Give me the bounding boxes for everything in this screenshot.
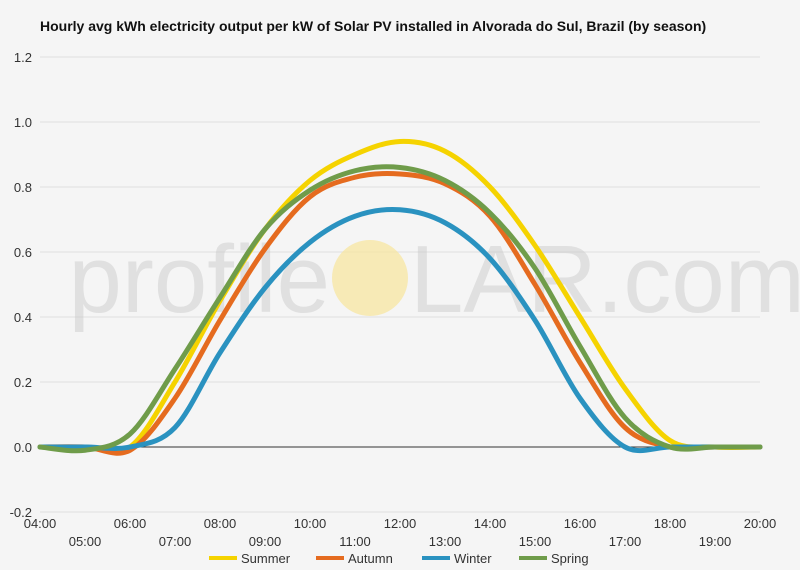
- x-tick-label: 05:00: [69, 534, 102, 549]
- y-tick-label: 0.4: [14, 310, 32, 325]
- y-tick-label: 1.2: [14, 50, 32, 65]
- series-line-summer: [37, 138, 763, 455]
- series-line-autumn: [37, 171, 763, 456]
- watermark: profile LAR.com: [69, 226, 800, 333]
- series-lines: [37, 138, 763, 456]
- y-tick-label: 0.6: [14, 245, 32, 260]
- series-line-winter: [37, 206, 763, 454]
- x-axis: 04:00 05:00 06:00 07:00 08:00 09:00 10:00 11:00…: [24, 516, 777, 549]
- y-tick-label: 1.0: [14, 115, 32, 130]
- x-tick-label: 09:00: [249, 534, 282, 549]
- legend-label-spring: Spring: [551, 551, 589, 566]
- legend-label-autumn: Autumn: [348, 551, 393, 566]
- grid: [40, 56, 760, 513]
- legend-label-summer: Summer: [241, 551, 291, 566]
- watermark-sun: [332, 240, 408, 316]
- y-tick-label: -0.2: [10, 505, 32, 520]
- x-tick-label: 12:00: [384, 516, 417, 531]
- x-tick-label: 08:00: [204, 516, 237, 531]
- x-tick-label: 07:00: [159, 534, 192, 549]
- x-tick-label: 16:00: [564, 516, 597, 531]
- y-axis: -0.2 0.0 0.2 0.4 0.6 0.8 1.0 1.2: [10, 50, 32, 520]
- legend-label-winter: Winter: [454, 551, 492, 566]
- y-tick-label: 0.0: [14, 440, 32, 455]
- x-tick-label: 17:00: [609, 534, 642, 549]
- x-tick-label: 15:00: [519, 534, 552, 549]
- x-tick-label: 14:00: [474, 516, 507, 531]
- y-tick-label: 0.8: [14, 180, 32, 195]
- x-tick-label: 10:00: [294, 516, 327, 531]
- y-tick-label: 0.2: [14, 375, 32, 390]
- x-tick-label: 13:00: [429, 534, 462, 549]
- x-tick-label: 19:00: [699, 534, 732, 549]
- legend: Summer Autumn Winter Spring: [209, 551, 589, 566]
- x-tick-label: 11:00: [339, 534, 371, 549]
- chart-title: Hourly avg kWh electricity output per kW…: [40, 18, 707, 34]
- watermark-text-left: profile: [69, 226, 330, 333]
- series-line-spring: [37, 164, 763, 454]
- x-tick-label: 06:00: [114, 516, 147, 531]
- x-tick-label: 18:00: [654, 516, 687, 531]
- x-tick-label: 20:00: [744, 516, 777, 531]
- watermark-text-right: LAR.com: [410, 226, 800, 333]
- x-tick-label: 04:00: [24, 516, 57, 531]
